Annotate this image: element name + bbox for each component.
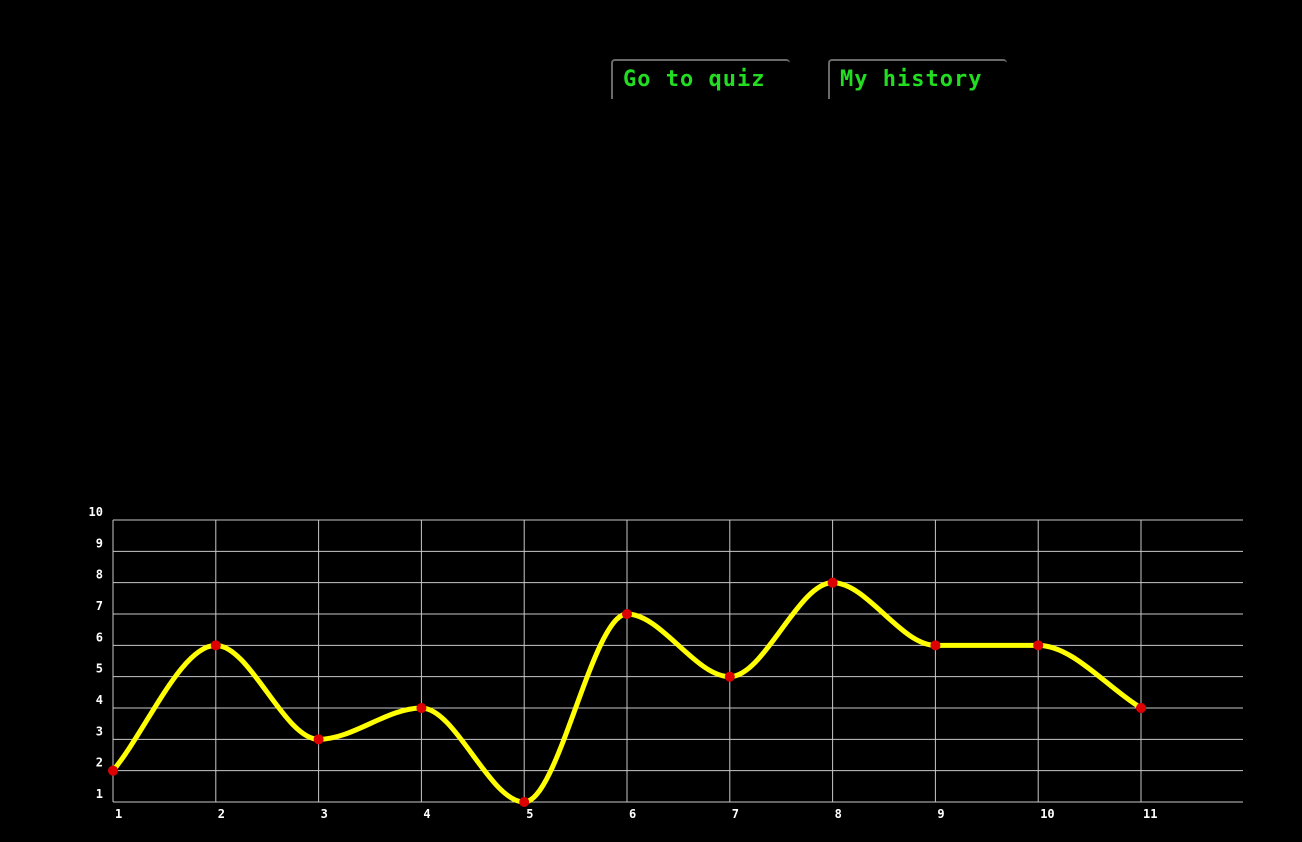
x-tick-label: 10 (1040, 807, 1054, 821)
x-tick-label: 4 (423, 807, 430, 821)
x-tick-label: 1 (115, 807, 122, 821)
y-tick-label: 10 (89, 505, 103, 519)
data-point (210, 640, 221, 651)
x-tick-label: 5 (526, 807, 533, 821)
data-point (1033, 640, 1044, 651)
data-point (313, 734, 324, 745)
data-point (519, 797, 530, 807)
x-tick-label: 8 (835, 807, 842, 821)
data-point (622, 609, 632, 619)
x-tick-label: 7 (732, 807, 739, 821)
y-tick-label: 4 (96, 693, 103, 707)
y-tick-label: 9 (96, 536, 103, 550)
data-point (416, 703, 427, 713)
data-point (108, 765, 118, 776)
data-point (1136, 703, 1146, 713)
x-tick-label: 6 (629, 807, 636, 821)
y-tick-label: 1 (96, 787, 103, 801)
x-tick-label: 11 (1143, 807, 1157, 821)
y-tick-label: 7 (96, 599, 103, 613)
series-line (110, 580, 1144, 805)
go-to-quiz-button[interactable]: Go to quiz (611, 59, 790, 99)
x-tick-label: 2 (218, 807, 225, 821)
my-history-button[interactable]: My history (828, 59, 1007, 99)
y-tick-label: 3 (96, 724, 103, 738)
x-tick-label: 9 (937, 807, 944, 821)
data-point (930, 640, 941, 651)
y-tick-label: 6 (96, 630, 103, 644)
y-tick-label: 5 (96, 662, 103, 676)
y-tick-label: 8 (96, 568, 103, 582)
y-tick-label: 2 (96, 756, 103, 770)
data-point (724, 671, 735, 682)
x-tick-label: 3 (321, 807, 328, 821)
chart-tick-labels: 1 2 3 4 5 6 7 8 9 10 1 2 3 4 5 6 7 8 9 10 11 (89, 505, 1158, 821)
chart-grid (112, 519, 1243, 803)
data-point (827, 577, 838, 588)
chart-points (108, 577, 1146, 807)
